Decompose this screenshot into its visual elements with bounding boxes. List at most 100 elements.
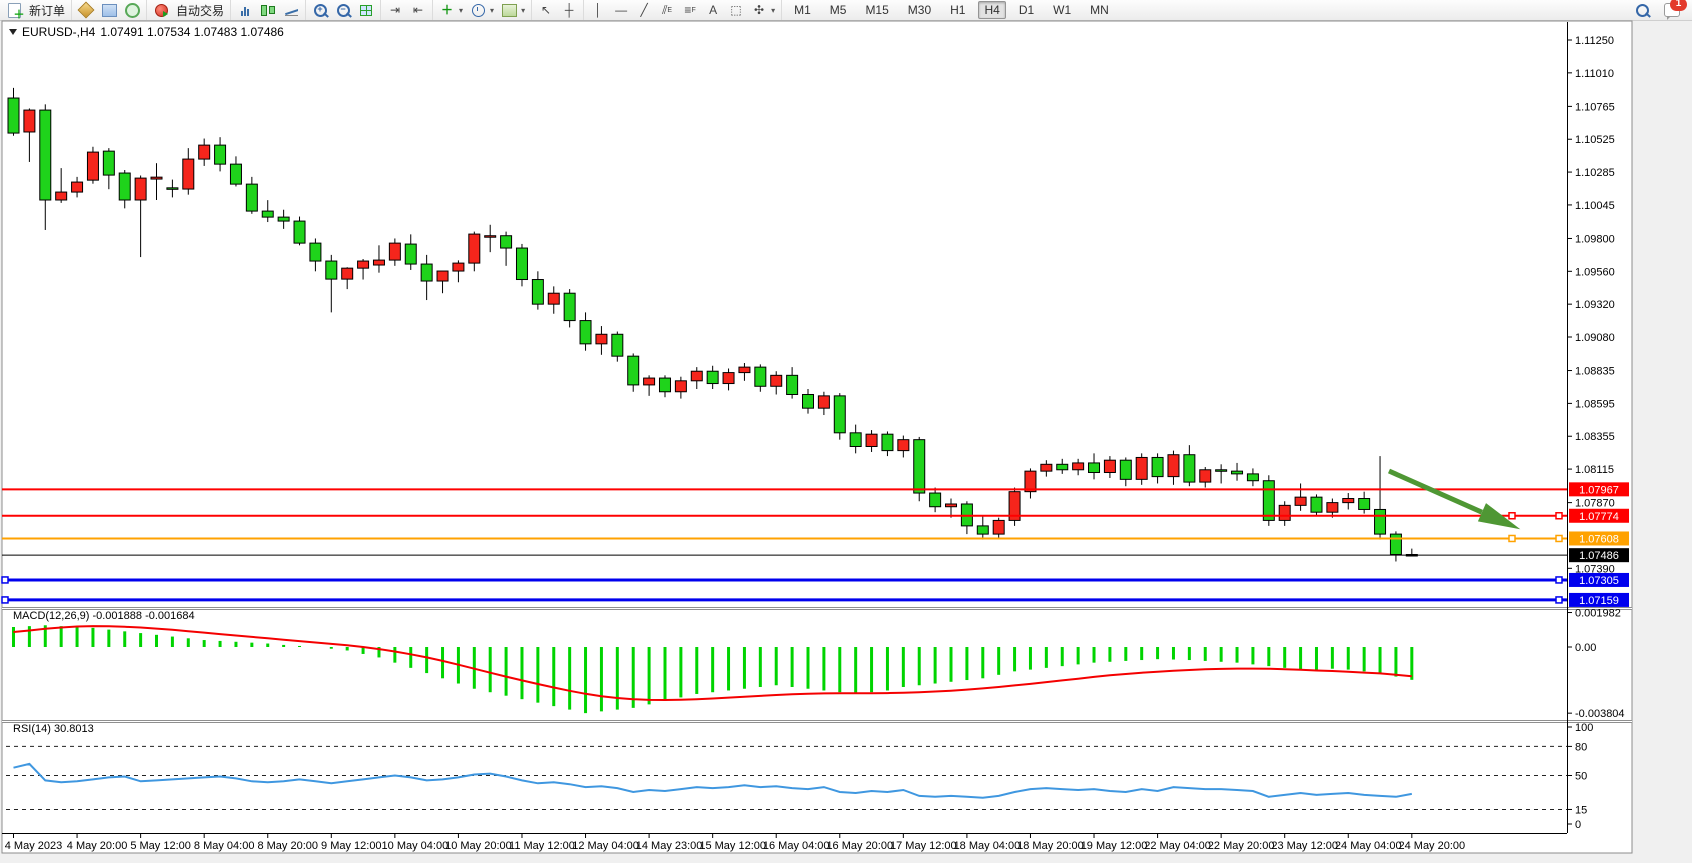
cursor-icon[interactable]: ↖ (541, 3, 552, 17)
candle (817, 395, 830, 409)
line-handle[interactable] (1555, 512, 1563, 520)
timeframe-button-M5[interactable]: M5 (829, 3, 847, 17)
time-tick-label: 22 May 20:00 (1208, 840, 1275, 852)
indicators-icon[interactable]: ＋ (441, 3, 454, 17)
candle (388, 242, 401, 261)
candle (182, 158, 195, 190)
candle (1103, 459, 1116, 474)
trendline-icon[interactable]: ╱ (640, 3, 648, 17)
pane-separator[interactable] (2, 607, 1632, 610)
notifications-icon[interactable]: 1 (1664, 0, 1687, 20)
autotrading-button[interactable]: 自动交易 (176, 3, 225, 18)
candle (786, 374, 799, 395)
candle (1342, 498, 1355, 504)
auto-scroll-icon[interactable]: ⇥ (390, 3, 401, 17)
panel-group (72, 0, 148, 20)
text-label-icon[interactable]: ⬚ (730, 3, 742, 17)
candle (722, 372, 735, 385)
vertical-line-icon[interactable]: │ (594, 3, 602, 17)
candle (198, 144, 211, 160)
insert-group: ＋ ▾ ▾ ▾ (433, 0, 533, 20)
new-order-button[interactable]: 新订单 (29, 3, 66, 18)
fibonacci-icon[interactable]: ≡ F (684, 3, 696, 17)
arrows-icon[interactable]: ✣ (754, 3, 765, 17)
periods-icon[interactable] (470, 3, 486, 18)
candle (579, 320, 592, 345)
market-watch-icon[interactable] (101, 3, 117, 18)
tile-windows-icon[interactable] (358, 3, 374, 18)
equidistant-channel-icon[interactable]: ⫽ E (662, 3, 673, 17)
candle (1389, 533, 1402, 555)
price-tick-label: 1.10285 (1575, 167, 1615, 179)
timeframe-button-D1[interactable]: D1 (1018, 3, 1035, 17)
time-tick-label: 8 May 20:00 (257, 840, 318, 852)
macd-axis-label: -0.003804 (1575, 708, 1625, 720)
line-handle[interactable] (1555, 576, 1563, 584)
candle (1167, 454, 1180, 478)
templates-icon[interactable] (501, 3, 517, 18)
candle (658, 377, 671, 393)
candle (1374, 508, 1387, 535)
price-tick-label: 1.09800 (1575, 233, 1615, 245)
price-tag-label: 1.07967 (1579, 484, 1619, 496)
line-handle[interactable] (1508, 534, 1516, 543)
search-icon[interactable] (1634, 3, 1650, 18)
timeframe-button-M15[interactable]: M15 (865, 3, 889, 17)
candle (86, 151, 99, 181)
candle (1008, 491, 1021, 521)
time-tick-label: 4 May 20:00 (67, 840, 128, 852)
price-tag (1569, 592, 1629, 607)
line-handle[interactable] (1, 596, 9, 604)
candle (102, 150, 115, 176)
horizontal-line-icon[interactable]: — (615, 3, 628, 17)
candlestick-chart-icon[interactable] (260, 3, 276, 18)
bar-chart-icon[interactable] (237, 3, 253, 18)
chart-shift-icon[interactable]: ⇤ (413, 3, 424, 17)
candle (674, 380, 687, 393)
candle (929, 492, 942, 508)
pane-separator[interactable] (2, 720, 1632, 723)
line-handle[interactable] (1508, 512, 1516, 520)
line-handle[interactable] (1555, 534, 1563, 543)
crosshair-icon[interactable]: ┼ (564, 3, 574, 17)
line-handle[interactable] (1, 576, 9, 584)
line-handle[interactable] (1555, 596, 1563, 604)
timeframe-button-MN[interactable]: MN (1090, 3, 1109, 17)
trend-arrow-line[interactable] (1387, 468, 1483, 515)
timeframe-button-M1[interactable]: M1 (794, 3, 811, 17)
candle (214, 144, 227, 165)
price-tag (1569, 548, 1629, 563)
navigator-icon[interactable] (124, 2, 140, 18)
candle (1072, 462, 1085, 471)
autotrading-icon[interactable] (153, 3, 169, 18)
zoom-group: + − (306, 0, 382, 20)
candle (976, 525, 989, 535)
line-chart-icon[interactable] (283, 3, 299, 18)
text-icon[interactable]: A (709, 3, 718, 17)
macd-axis-label: 0.001982 (1575, 608, 1621, 620)
candle (563, 292, 576, 322)
rsi-axis-label: 50 (1575, 771, 1587, 783)
zoom-in-icon[interactable]: + (312, 3, 328, 18)
candle (166, 187, 179, 190)
price-tag-label: 1.07159 (1579, 595, 1619, 607)
zoom-out-icon[interactable]: − (335, 3, 351, 18)
timeframe-button-H4[interactable]: H4 (978, 1, 1006, 19)
rsi-axis-label: 0 (1575, 819, 1581, 831)
chart-window-title: EURUSD-,H4 1.07491 1.07534 1.07483 1.074… (9, 25, 284, 39)
timeframe-button-W1[interactable]: W1 (1053, 3, 1072, 17)
price-tick-label: 1.10525 (1575, 134, 1615, 146)
candle (595, 333, 608, 345)
notification-badge: 1 (1670, 0, 1687, 11)
candle (134, 177, 147, 201)
trend-arrow-head[interactable] (1477, 503, 1521, 530)
collapse-icon[interactable] (9, 29, 17, 35)
right-group: 1 (1628, 0, 1692, 20)
candle (802, 393, 814, 409)
timeframe-button-H1[interactable]: H1 (950, 3, 966, 17)
timeframe-button-M30[interactable]: M30 (907, 3, 932, 17)
candle (913, 439, 926, 494)
candle (1056, 463, 1069, 471)
new-order-icon[interactable]: ＋ (6, 2, 25, 20)
candle (611, 333, 624, 357)
